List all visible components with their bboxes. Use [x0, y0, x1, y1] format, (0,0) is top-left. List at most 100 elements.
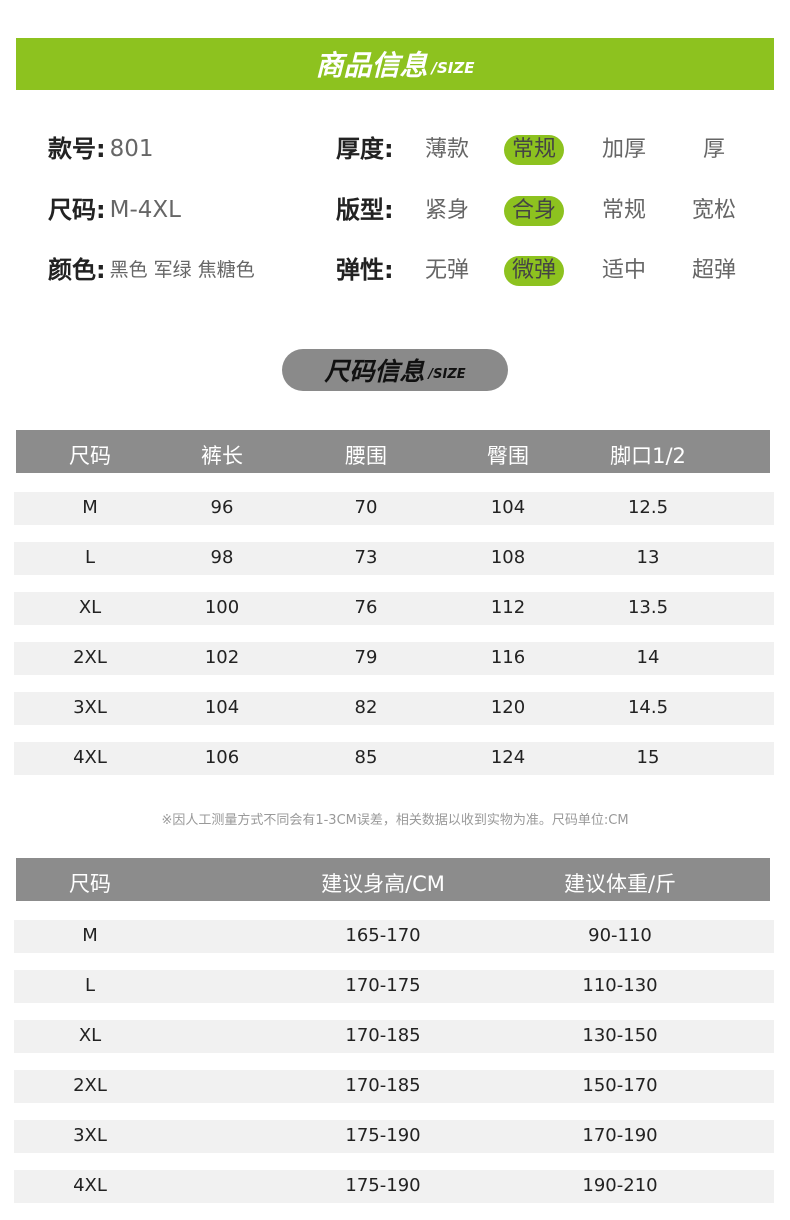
- table-cell: 82: [354, 697, 378, 718]
- table-cell: 73: [354, 547, 378, 568]
- info-value: 801: [109, 136, 154, 162]
- table-row: 3XL 175-190 170-190: [14, 1120, 774, 1153]
- table-row: 4XL 175-190 190-210: [14, 1170, 774, 1203]
- table-cell: 104: [490, 497, 526, 518]
- table-row: L 170-175 110-130: [14, 970, 774, 1003]
- table-row: 4XL 106 85 124 15: [14, 742, 774, 775]
- table-cell: 85: [354, 747, 378, 768]
- table-cell: 106: [204, 747, 240, 768]
- attr-option: 无弹: [424, 258, 469, 283]
- table-cell: 4XL: [73, 1175, 107, 1196]
- table-cell: 112: [490, 597, 526, 618]
- attr-option: 紧身: [424, 198, 469, 223]
- table-cell: 79: [354, 647, 378, 668]
- table-cell: 96: [210, 497, 234, 518]
- header-title: 商品信息: [315, 49, 428, 82]
- table-row: 2XL 102 79 116 14: [14, 642, 774, 675]
- table-cell: 3XL: [73, 697, 107, 718]
- table-header: 尺码 裤长 腰围 臀围 脚口1/2: [16, 430, 770, 473]
- table-cell: 170-190: [582, 1125, 658, 1146]
- attr-option: 适中: [601, 258, 646, 283]
- table-cell: 15: [636, 747, 660, 768]
- table-cell: 3XL: [73, 1125, 107, 1146]
- table-cell: 76: [354, 597, 378, 618]
- attr-option: 常规: [601, 198, 646, 223]
- table-cell: 4XL: [73, 747, 107, 768]
- table-cell: 100: [204, 597, 240, 618]
- section-subtitle: /SIZE: [428, 366, 466, 382]
- table-row: L 98 73 108 13: [14, 542, 774, 575]
- table-row: M 96 70 104 12.5: [14, 492, 774, 525]
- info-value: M-4XL: [109, 197, 181, 223]
- table-cell: 13: [636, 547, 660, 568]
- table-cell: 130-150: [582, 1025, 658, 1046]
- table-cell: M: [82, 497, 98, 518]
- table-cell: 120: [490, 697, 526, 718]
- table-cell: 116: [490, 647, 526, 668]
- header-banner: 商品信息/SIZE: [16, 38, 774, 90]
- table-row: 3XL 104 82 120 14.5: [14, 692, 774, 725]
- table-cell: 124: [490, 747, 526, 768]
- header-cell: 建议体重/斤: [563, 872, 677, 896]
- attr-label: 厚度:: [336, 135, 394, 163]
- table-cell: L: [84, 975, 96, 996]
- table-cell: 2XL: [73, 1075, 107, 1096]
- table-cell: L: [84, 547, 96, 568]
- attr-option: 宽松: [691, 198, 736, 223]
- table-cell: 165-170: [345, 925, 421, 946]
- info-row: 款号: 801: [48, 134, 154, 164]
- table-cell: M: [82, 925, 98, 946]
- info-value: 黑色 军绿 焦糖色: [109, 259, 255, 281]
- header-cell: 裤长: [201, 444, 243, 468]
- attr-option: 加厚: [601, 137, 646, 162]
- header-cell: 臀围: [487, 444, 529, 468]
- table-cell: 150-170: [582, 1075, 658, 1096]
- table-row: 2XL 170-185 150-170: [14, 1070, 774, 1103]
- attr-option: 超弹: [691, 258, 736, 283]
- table-cell: 190-210: [582, 1175, 658, 1196]
- table-cell: 14: [636, 647, 660, 668]
- attr-option: 常规: [504, 135, 564, 165]
- table-cell: 2XL: [73, 647, 107, 668]
- info-label: 款号:: [48, 135, 106, 163]
- attr-option: 合身: [504, 196, 564, 226]
- note: ※因人工测量方式不同会有1-3CM误差，相关数据以收到实物为准。尺码单位:CM: [161, 813, 629, 828]
- info-row: 颜色: 黑色 军绿 焦糖色: [48, 255, 255, 285]
- table-cell: 170-175: [345, 975, 421, 996]
- table-cell: 170-185: [345, 1075, 421, 1096]
- table-cell: 108: [490, 547, 526, 568]
- table-header: 尺码 建议身高/CM 建议体重/斤: [16, 858, 770, 901]
- header-cell: 脚口1/2: [610, 444, 686, 468]
- table-cell: 170-185: [345, 1025, 421, 1046]
- header-cell: 尺码: [69, 872, 111, 896]
- table-cell: 70: [354, 497, 378, 518]
- attr-option: 微弹: [504, 256, 564, 286]
- info-label: 颜色:: [48, 256, 106, 284]
- table-cell: 102: [204, 647, 240, 668]
- header-cell: 尺码: [69, 444, 111, 468]
- table-row: M 165-170 90-110: [14, 920, 774, 953]
- table-cell: 104: [204, 697, 240, 718]
- section-title: 尺码信息: [324, 357, 425, 386]
- table-cell: 14.5: [627, 697, 669, 718]
- table-cell: 13.5: [627, 597, 669, 618]
- table-cell: 98: [210, 547, 234, 568]
- attr-option: 薄款: [424, 137, 469, 162]
- table-cell: XL: [78, 1025, 102, 1046]
- table-cell: 12.5: [627, 497, 669, 518]
- header-subtitle: /SIZE: [431, 59, 475, 77]
- table-cell: XL: [78, 597, 102, 618]
- header-cell: 建议身高/CM: [321, 872, 445, 896]
- table-cell: 175-190: [345, 1125, 421, 1146]
- info-label: 尺码:: [48, 196, 106, 224]
- section-pill: 尺码信息/SIZE: [282, 349, 508, 391]
- attr-option: 厚: [702, 137, 725, 162]
- table-row: XL 100 76 112 13.5: [14, 592, 774, 625]
- table-cell: 110-130: [582, 975, 658, 996]
- info-row: 尺码: M-4XL: [48, 195, 181, 225]
- header-cell: 腰围: [345, 444, 387, 468]
- attr-label: 版型:: [336, 196, 394, 224]
- table-cell: 90-110: [588, 925, 652, 946]
- table-row: XL 170-185 130-150: [14, 1020, 774, 1053]
